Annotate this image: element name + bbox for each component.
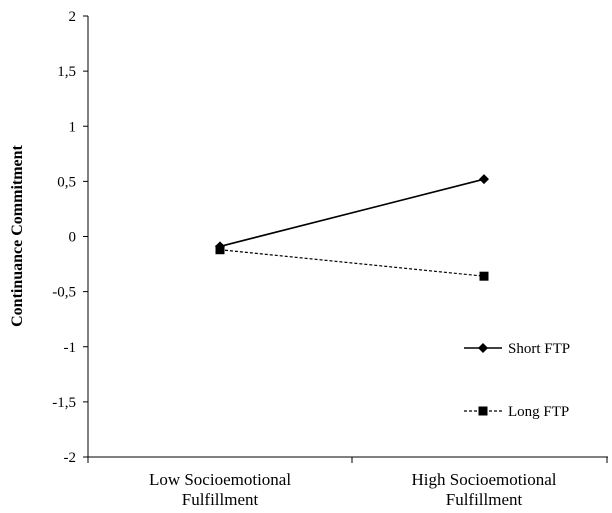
series-long-ftp [215, 245, 489, 281]
data-point-long-ftp [215, 245, 225, 255]
series-group [215, 174, 489, 281]
y-tick-label: 0 [69, 230, 77, 246]
series-line-long-ftp [219, 249, 485, 277]
legend-label: Long FTP [508, 404, 569, 420]
y-tick-label: -2 [64, 450, 77, 466]
y-tick-label: -0,5 [52, 285, 76, 301]
legend-marker [478, 343, 488, 353]
x-category-label: Low Socioemotional Fulfillment [149, 470, 291, 509]
series-line-short-ftp [219, 178, 485, 248]
y-tick-label: -1 [64, 340, 77, 356]
data-point-short-ftp [479, 174, 489, 185]
y-tick-label: 2 [69, 9, 77, 25]
y-tick-label: 1 [69, 119, 77, 135]
x-axis: Low Socioemotional Fulfillment High Socioe… [87, 456, 608, 509]
y-axis-title: Continuance Commitment [9, 144, 26, 326]
legend-item-long-ftp: Long FTP [464, 404, 569, 420]
data-point-long-ftp [479, 271, 489, 281]
series-short-ftp [215, 174, 489, 252]
x-category-label: High Socioemotional Fulfillment [412, 470, 557, 509]
y-tick-label: 0,5 [57, 174, 76, 190]
legend: Short FTP Long FTP [464, 341, 570, 420]
legend-label: Short FTP [508, 341, 570, 357]
legend-item-short-ftp: Short FTP [464, 341, 570, 357]
legend-marker [478, 406, 488, 416]
y-axis: 2 1,5 1 0,5 0 -0,5 -1 -1,5 -2 [52, 9, 89, 466]
y-tick-label: 1,5 [57, 64, 76, 80]
y-tick-label: -1,5 [52, 395, 76, 411]
